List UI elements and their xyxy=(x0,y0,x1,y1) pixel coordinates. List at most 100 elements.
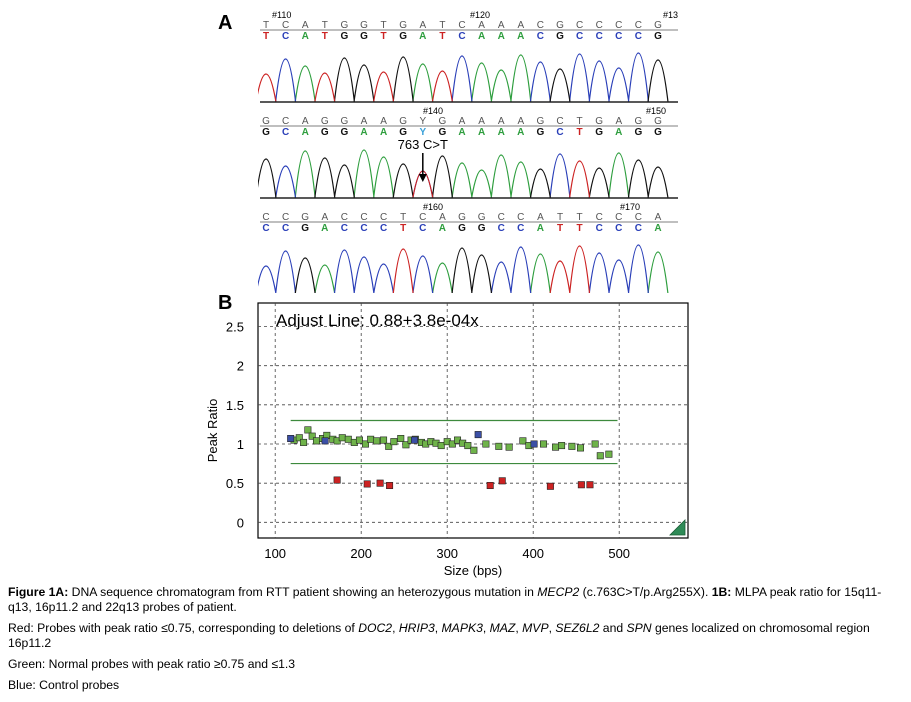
called-base: G xyxy=(439,127,447,138)
separator: , xyxy=(482,621,490,635)
sequence-base: C xyxy=(282,212,289,223)
sequence-base: G xyxy=(458,212,466,223)
sequence-base: G xyxy=(262,116,270,127)
called-base: T xyxy=(577,127,583,138)
deleted-probe-point xyxy=(376,479,384,487)
normal-probe-point xyxy=(568,442,576,450)
separator: and xyxy=(599,621,627,635)
normal-probe-point xyxy=(495,442,503,450)
deleted-probe-point xyxy=(498,477,506,485)
called-base: C xyxy=(615,223,622,234)
sequence-base: A xyxy=(498,20,505,31)
trace-T xyxy=(258,70,453,103)
called-base: G xyxy=(360,31,368,42)
figure-caption: Figure 1A: DNA sequence chromatogram fro… xyxy=(8,585,903,699)
x-tick-label: 300 xyxy=(436,546,458,561)
normal-probe-point xyxy=(482,440,490,448)
normal-probe-point xyxy=(295,434,303,442)
sequence-base: Y xyxy=(419,116,426,127)
caption-text: DNA sequence chromatogram from RTT patie… xyxy=(68,585,538,599)
sequence-base: C xyxy=(635,20,642,31)
y-tick-label: 1.5 xyxy=(226,398,244,413)
trace-C xyxy=(258,244,649,293)
panel-a-label: A xyxy=(218,12,233,34)
called-base: C xyxy=(635,31,642,42)
sequence-base: C xyxy=(615,20,622,31)
sequence-base: T xyxy=(439,20,445,31)
trace-A xyxy=(294,54,532,103)
called-base: G xyxy=(635,127,643,138)
deleted-probe-point xyxy=(577,481,585,489)
normal-probe-point xyxy=(338,434,346,442)
called-base: G xyxy=(301,223,309,234)
normal-probe-point xyxy=(380,436,388,444)
normal-probe-point xyxy=(540,440,548,448)
normal-probe-point xyxy=(373,437,381,445)
normal-probe-point xyxy=(505,443,513,451)
position-label: #150 xyxy=(646,106,666,116)
called-base: A xyxy=(478,31,485,42)
position-label: #110 xyxy=(272,10,291,20)
called-base: T xyxy=(400,223,406,234)
called-base: G xyxy=(399,127,407,138)
sequence-base: A xyxy=(302,20,309,31)
called-base: C xyxy=(419,223,426,234)
called-base: A xyxy=(458,127,465,138)
sequence-base: G xyxy=(537,116,545,127)
called-base: Y xyxy=(419,127,426,138)
called-base: C xyxy=(635,223,642,234)
sequence-base: G xyxy=(301,212,309,223)
called-base: C xyxy=(576,31,583,42)
gene-name: MAZ xyxy=(489,621,516,635)
sequence-base: A xyxy=(517,116,524,127)
trace-T xyxy=(412,160,591,199)
position-label: #170 xyxy=(620,202,640,212)
sequence-base: T xyxy=(263,20,269,31)
sequence-base: T xyxy=(400,212,406,223)
called-base: C xyxy=(282,223,289,234)
normal-probe-point xyxy=(344,435,352,443)
normal-probe-point xyxy=(558,442,566,450)
called-base: T xyxy=(322,31,328,42)
sequence-base: G xyxy=(399,20,407,31)
deleted-probe-point xyxy=(333,476,341,484)
trace-G xyxy=(333,56,669,103)
control-probe-point xyxy=(411,436,419,444)
called-base: C xyxy=(380,223,387,234)
sequence-base: C xyxy=(458,20,465,31)
gene-name: DOC2 xyxy=(358,621,393,635)
sequence-base: C xyxy=(498,212,505,223)
sequence-base: G xyxy=(360,20,368,31)
called-base: A xyxy=(419,31,426,42)
y-tick-label: 1 xyxy=(237,437,244,452)
control-probe-point xyxy=(474,431,482,439)
position-label: #140 xyxy=(423,106,443,116)
x-tick-label: 500 xyxy=(608,546,630,561)
sequence-base: C xyxy=(615,212,622,223)
gene-name: MAPK3 xyxy=(441,621,483,635)
called-base: C xyxy=(537,31,544,42)
called-base: A xyxy=(380,127,387,138)
control-probe-point xyxy=(530,440,538,448)
sequence-base: A xyxy=(321,212,328,223)
called-base: C xyxy=(282,127,289,138)
normal-probe-point xyxy=(397,435,405,443)
sequence-base: G xyxy=(635,116,643,127)
mlpa-peak-ratio-chart: 0 0.5 1 1.5 2 2.5 100 200 300 400 500 Size (bps) Pea… xyxy=(205,302,689,578)
mutation-arrow-head xyxy=(418,174,427,182)
sequence-base: A xyxy=(459,116,466,127)
deleted-probe-point xyxy=(586,481,594,489)
sequence-base: C xyxy=(360,212,367,223)
sequence-base: G xyxy=(654,116,662,127)
normal-probe-point xyxy=(596,452,604,460)
called-base: C xyxy=(341,223,348,234)
called-base: G xyxy=(341,127,349,138)
y-tick-label: 2 xyxy=(237,359,244,374)
called-base: A xyxy=(321,223,328,234)
sequence-base: G xyxy=(399,116,407,127)
x-tick-label: 400 xyxy=(522,546,544,561)
gene-name: SPN xyxy=(626,621,652,635)
sequence-base: C xyxy=(556,116,563,127)
